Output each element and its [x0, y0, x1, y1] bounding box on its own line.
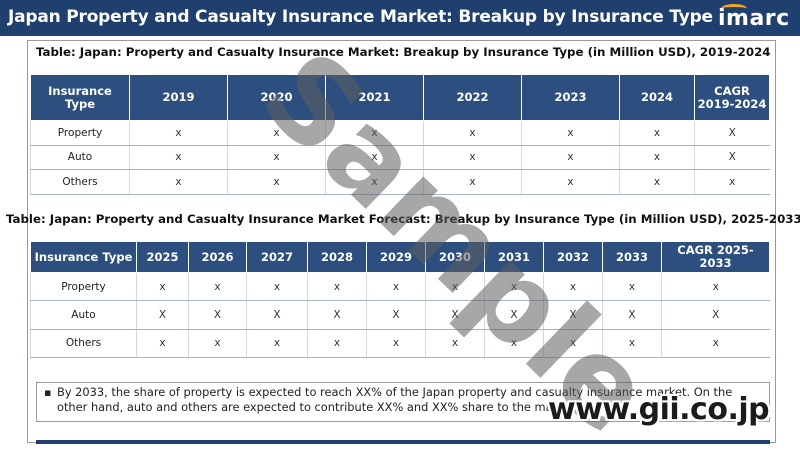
column-header: 2019 — [129, 74, 228, 121]
table-cell: x — [366, 328, 426, 358]
table-cell: x — [423, 144, 522, 171]
table-cell: x — [246, 271, 308, 302]
note-text: By 2033, the share of property is expect… — [57, 385, 733, 414]
table-cell: x — [188, 271, 247, 302]
bullet-icon: ▪ — [44, 386, 52, 399]
table-cell: X — [694, 120, 770, 146]
table-row: Auto X X X X X X X X X X — [30, 300, 770, 330]
table-cell: x — [425, 271, 485, 302]
table-cell: X — [694, 144, 770, 171]
table-row: Property x x x x x x x x x x — [30, 271, 770, 302]
table-cell: x — [602, 328, 662, 358]
table-cell: x — [307, 271, 367, 302]
table-cell: x — [425, 328, 485, 358]
table-cell: x — [602, 271, 662, 302]
table1-caption: Table: Japan: Property and Casualty Insu… — [36, 45, 771, 59]
table-cell: X — [543, 300, 603, 330]
table-cell: X — [661, 300, 770, 330]
column-header: 2026 — [188, 241, 247, 273]
column-header: 2024 — [619, 74, 695, 121]
table-cell: x — [129, 144, 228, 171]
column-header: 2028 — [307, 241, 367, 273]
table-cell: x — [325, 144, 424, 171]
market-share-note: ▪ By 2033, the share of property is expe… — [36, 382, 770, 422]
page-title: Japan Property and Casualty Insurance Ma… — [8, 7, 713, 27]
column-header: CAGR 2025-2033 — [661, 241, 770, 273]
table2-caption: Table: Japan: Property and Casualty Insu… — [6, 212, 800, 226]
table-cell: x — [423, 169, 522, 195]
table-cell: x — [543, 271, 603, 302]
row-label: Others — [30, 328, 137, 358]
table-cell: X — [602, 300, 662, 330]
row-label: Property — [30, 271, 137, 302]
table-cell: X — [188, 300, 247, 330]
table-cell: x — [619, 144, 695, 171]
table-cell: X — [307, 300, 367, 330]
column-header: 2025 — [136, 241, 189, 273]
table-cell: x — [484, 328, 544, 358]
table-cell: x — [661, 271, 770, 302]
column-header: 2020 — [227, 74, 326, 121]
table-header-row: Insurance Type 2025 2026 2027 2028 2029 … — [30, 241, 770, 273]
table-cell: x — [246, 328, 308, 358]
table-cell: x — [694, 169, 770, 195]
imarc-logo: imarc — [718, 4, 792, 32]
table-cell: x — [619, 169, 695, 195]
table-cell: x — [661, 328, 770, 358]
historical-breakup-table: Insurance Type 2019 2020 2021 2022 2023 … — [30, 74, 770, 195]
table-cell: x — [129, 169, 228, 195]
table-cell: x — [227, 169, 326, 195]
page-header: Japan Property and Casualty Insurance Ma… — [0, 0, 800, 36]
column-header: 2029 — [366, 241, 426, 273]
logo-text: imarc — [718, 6, 790, 31]
column-header: 2033 — [602, 241, 662, 273]
column-header: CAGR 2019-2024 — [694, 74, 770, 121]
table-cell: x — [136, 271, 189, 302]
table-cell: X — [136, 300, 189, 330]
site-stamp-watermark: www.gii.co.jp — [548, 392, 770, 427]
row-label: Auto — [30, 144, 130, 171]
table-cell: x — [136, 328, 189, 358]
row-label: Others — [30, 169, 130, 195]
column-header: Insurance Type — [30, 241, 137, 273]
table-cell: X — [246, 300, 308, 330]
table-row: Others x x x x x x x — [30, 169, 770, 195]
column-header: 2021 — [325, 74, 424, 121]
table-cell: x — [325, 169, 424, 195]
logo-arc-icon — [721, 4, 747, 13]
column-header: 2027 — [246, 241, 308, 273]
table-header-row: Insurance Type 2019 2020 2021 2022 2023 … — [30, 74, 770, 121]
table-row: Others x x x x x x x x x x — [30, 328, 770, 358]
table-cell: X — [366, 300, 426, 330]
table-cell: x — [521, 144, 620, 171]
table-cell: x — [188, 328, 247, 358]
table-cell: x — [129, 120, 228, 146]
table-cell: x — [521, 169, 620, 195]
column-header: 2022 — [423, 74, 522, 121]
row-label: Property — [30, 120, 130, 146]
row-label: Auto — [30, 300, 137, 330]
column-header: 2023 — [521, 74, 620, 121]
table-cell: x — [307, 328, 367, 358]
table-cell: x — [521, 120, 620, 146]
forecast-breakup-table: Insurance Type 2025 2026 2027 2028 2029 … — [30, 241, 770, 358]
table-cell: x — [543, 328, 603, 358]
footer-divider — [36, 440, 770, 444]
column-header: 2030 — [425, 241, 485, 273]
column-header: Insurance Type — [30, 74, 130, 121]
table-cell: x — [619, 120, 695, 146]
column-header: 2032 — [543, 241, 603, 273]
